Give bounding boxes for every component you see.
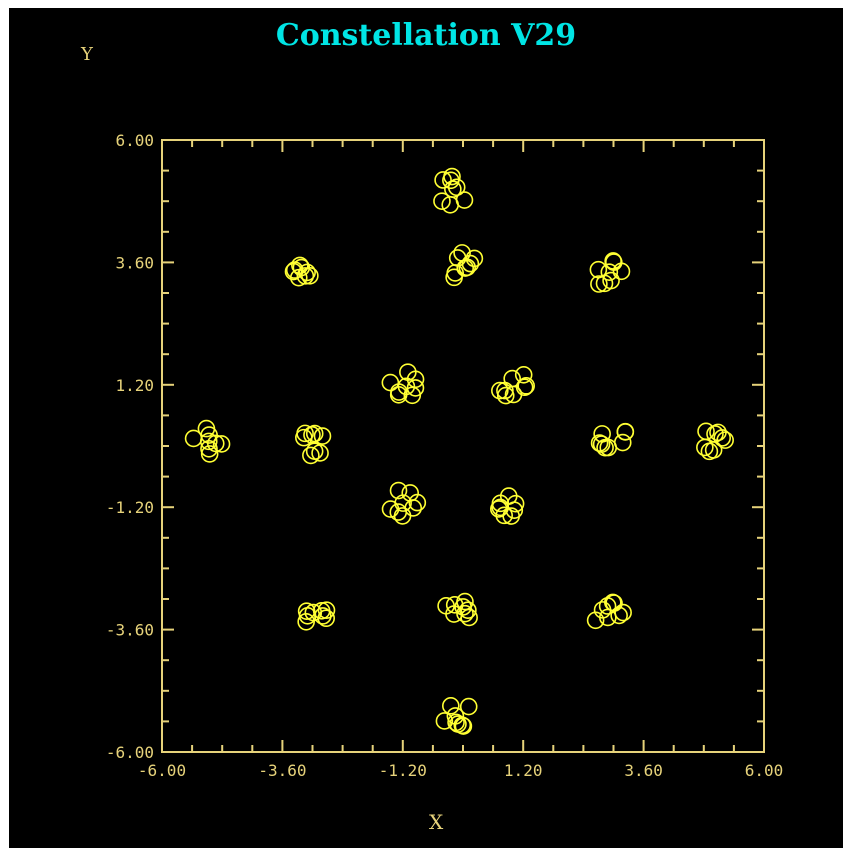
- plot-window: -6.00 -3.60 -1.20 1.20 3.60 6.00 -6.00 -3.60 -1.…: [9, 8, 843, 848]
- data-point: [461, 254, 480, 273]
- data-point: [465, 249, 484, 268]
- data-point: [495, 506, 513, 525]
- data-point: [408, 493, 427, 512]
- data-point: [313, 427, 332, 445]
- data-point: [296, 267, 315, 285]
- x-tick-label: -6.00: [138, 761, 186, 780]
- data-point: [284, 262, 303, 281]
- data-point: [406, 379, 425, 397]
- data-point: [212, 435, 231, 453]
- data-point: [456, 592, 474, 611]
- data-point: [600, 263, 619, 281]
- chart-canvas: -6.00 -3.60 -1.20 1.20 3.60 6.00 -6.00 -3.60 -1.…: [106, 131, 783, 780]
- data-point: [199, 432, 218, 451]
- y-tick-label: -6.00: [106, 743, 154, 762]
- data-point: [590, 275, 608, 293]
- data-point: [301, 266, 319, 285]
- data-point: [456, 604, 474, 623]
- data-point: [291, 256, 309, 275]
- data-point: [499, 487, 518, 505]
- data-point: [514, 365, 533, 384]
- data-point: [593, 425, 611, 443]
- y-axis-label: Y: [81, 44, 93, 65]
- data-point: [696, 438, 714, 457]
- x-tick-label: -1.20: [379, 761, 427, 780]
- data-point: [445, 605, 463, 623]
- x-tick-label: 1.20: [504, 761, 543, 780]
- data-point: [491, 498, 510, 517]
- data-point: [459, 697, 478, 716]
- x-axis-label: X: [429, 810, 444, 834]
- data-point: [697, 422, 715, 441]
- data-point: [433, 192, 451, 210]
- data-point: [200, 440, 218, 458]
- data-point: [435, 712, 454, 730]
- data-point: [305, 442, 324, 460]
- data-point: [314, 607, 332, 625]
- data-point: [446, 707, 465, 725]
- data-point: [297, 602, 316, 620]
- data-point: [390, 383, 408, 401]
- data-point: [459, 601, 477, 619]
- y-tick-label: -1.20: [106, 498, 154, 517]
- axis-ticks: [161, 139, 765, 753]
- chart-title: Constellation V29: [275, 18, 577, 53]
- data-point: [393, 507, 412, 525]
- y-tick-label: 3.60: [115, 253, 154, 272]
- data-point: [713, 429, 732, 447]
- data-point: [403, 386, 422, 405]
- data-point: [614, 603, 632, 622]
- x-tick-label: -3.60: [258, 761, 306, 780]
- data-point: [490, 500, 508, 518]
- data-point: [456, 259, 475, 277]
- data-point: [389, 481, 408, 500]
- data-point: [616, 422, 635, 441]
- axis-tick-labels: -6.00 -3.60 -1.20 1.20 3.60 6.00 -6.00 -3.60 -1.…: [106, 131, 783, 780]
- data-point: [455, 191, 474, 209]
- data-point: [589, 260, 608, 279]
- data-point: [446, 264, 464, 282]
- data-point: [404, 499, 423, 517]
- x-tick-label: 6.00: [745, 761, 784, 780]
- data-point: [442, 697, 460, 715]
- data-point: [590, 434, 609, 452]
- data-point: [716, 431, 734, 449]
- data-point: [381, 373, 400, 392]
- data-point: [613, 433, 632, 452]
- data-point: [453, 716, 472, 735]
- data-point: [304, 603, 323, 622]
- plot-area-border: [161, 139, 765, 753]
- data-points: [184, 167, 734, 735]
- data-point: [197, 419, 216, 438]
- data-point: [604, 252, 622, 270]
- data-point: [200, 445, 219, 463]
- data-point: [586, 611, 605, 630]
- x-tick-label: 3.60: [624, 761, 663, 780]
- data-point: [599, 608, 617, 627]
- y-tick-label: -3.60: [106, 621, 154, 640]
- data-point: [434, 171, 452, 189]
- data-point: [503, 369, 521, 388]
- y-tick-label: 6.00: [115, 131, 154, 150]
- y-tick-label: 1.20: [115, 376, 154, 395]
- data-point: [302, 446, 320, 465]
- data-point: [491, 381, 509, 400]
- data-point: [496, 386, 515, 405]
- data-point: [289, 268, 308, 287]
- data-point: [295, 428, 313, 447]
- data-point: [305, 424, 324, 443]
- data-point: [442, 171, 460, 190]
- data-point: [517, 377, 535, 395]
- data-point: [700, 442, 719, 461]
- data-point: [515, 378, 534, 397]
- data-point: [592, 435, 611, 453]
